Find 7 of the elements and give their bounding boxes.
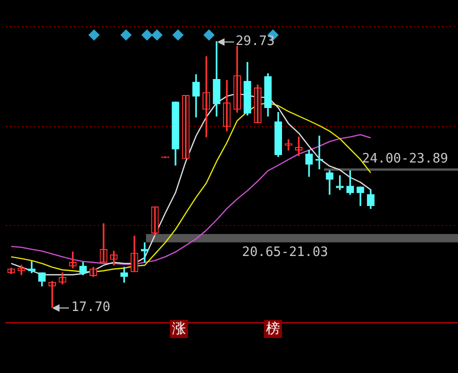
band-label: 20.65-21.03: [242, 244, 328, 260]
text: 涨: [170, 320, 188, 338]
annotation: 29.73: [236, 34, 275, 50]
annotation: 17.70: [71, 300, 110, 316]
band-label: 24.00-23.89: [362, 152, 448, 167]
text: 榜: [264, 320, 282, 338]
candlestick: [284, 139, 292, 151]
